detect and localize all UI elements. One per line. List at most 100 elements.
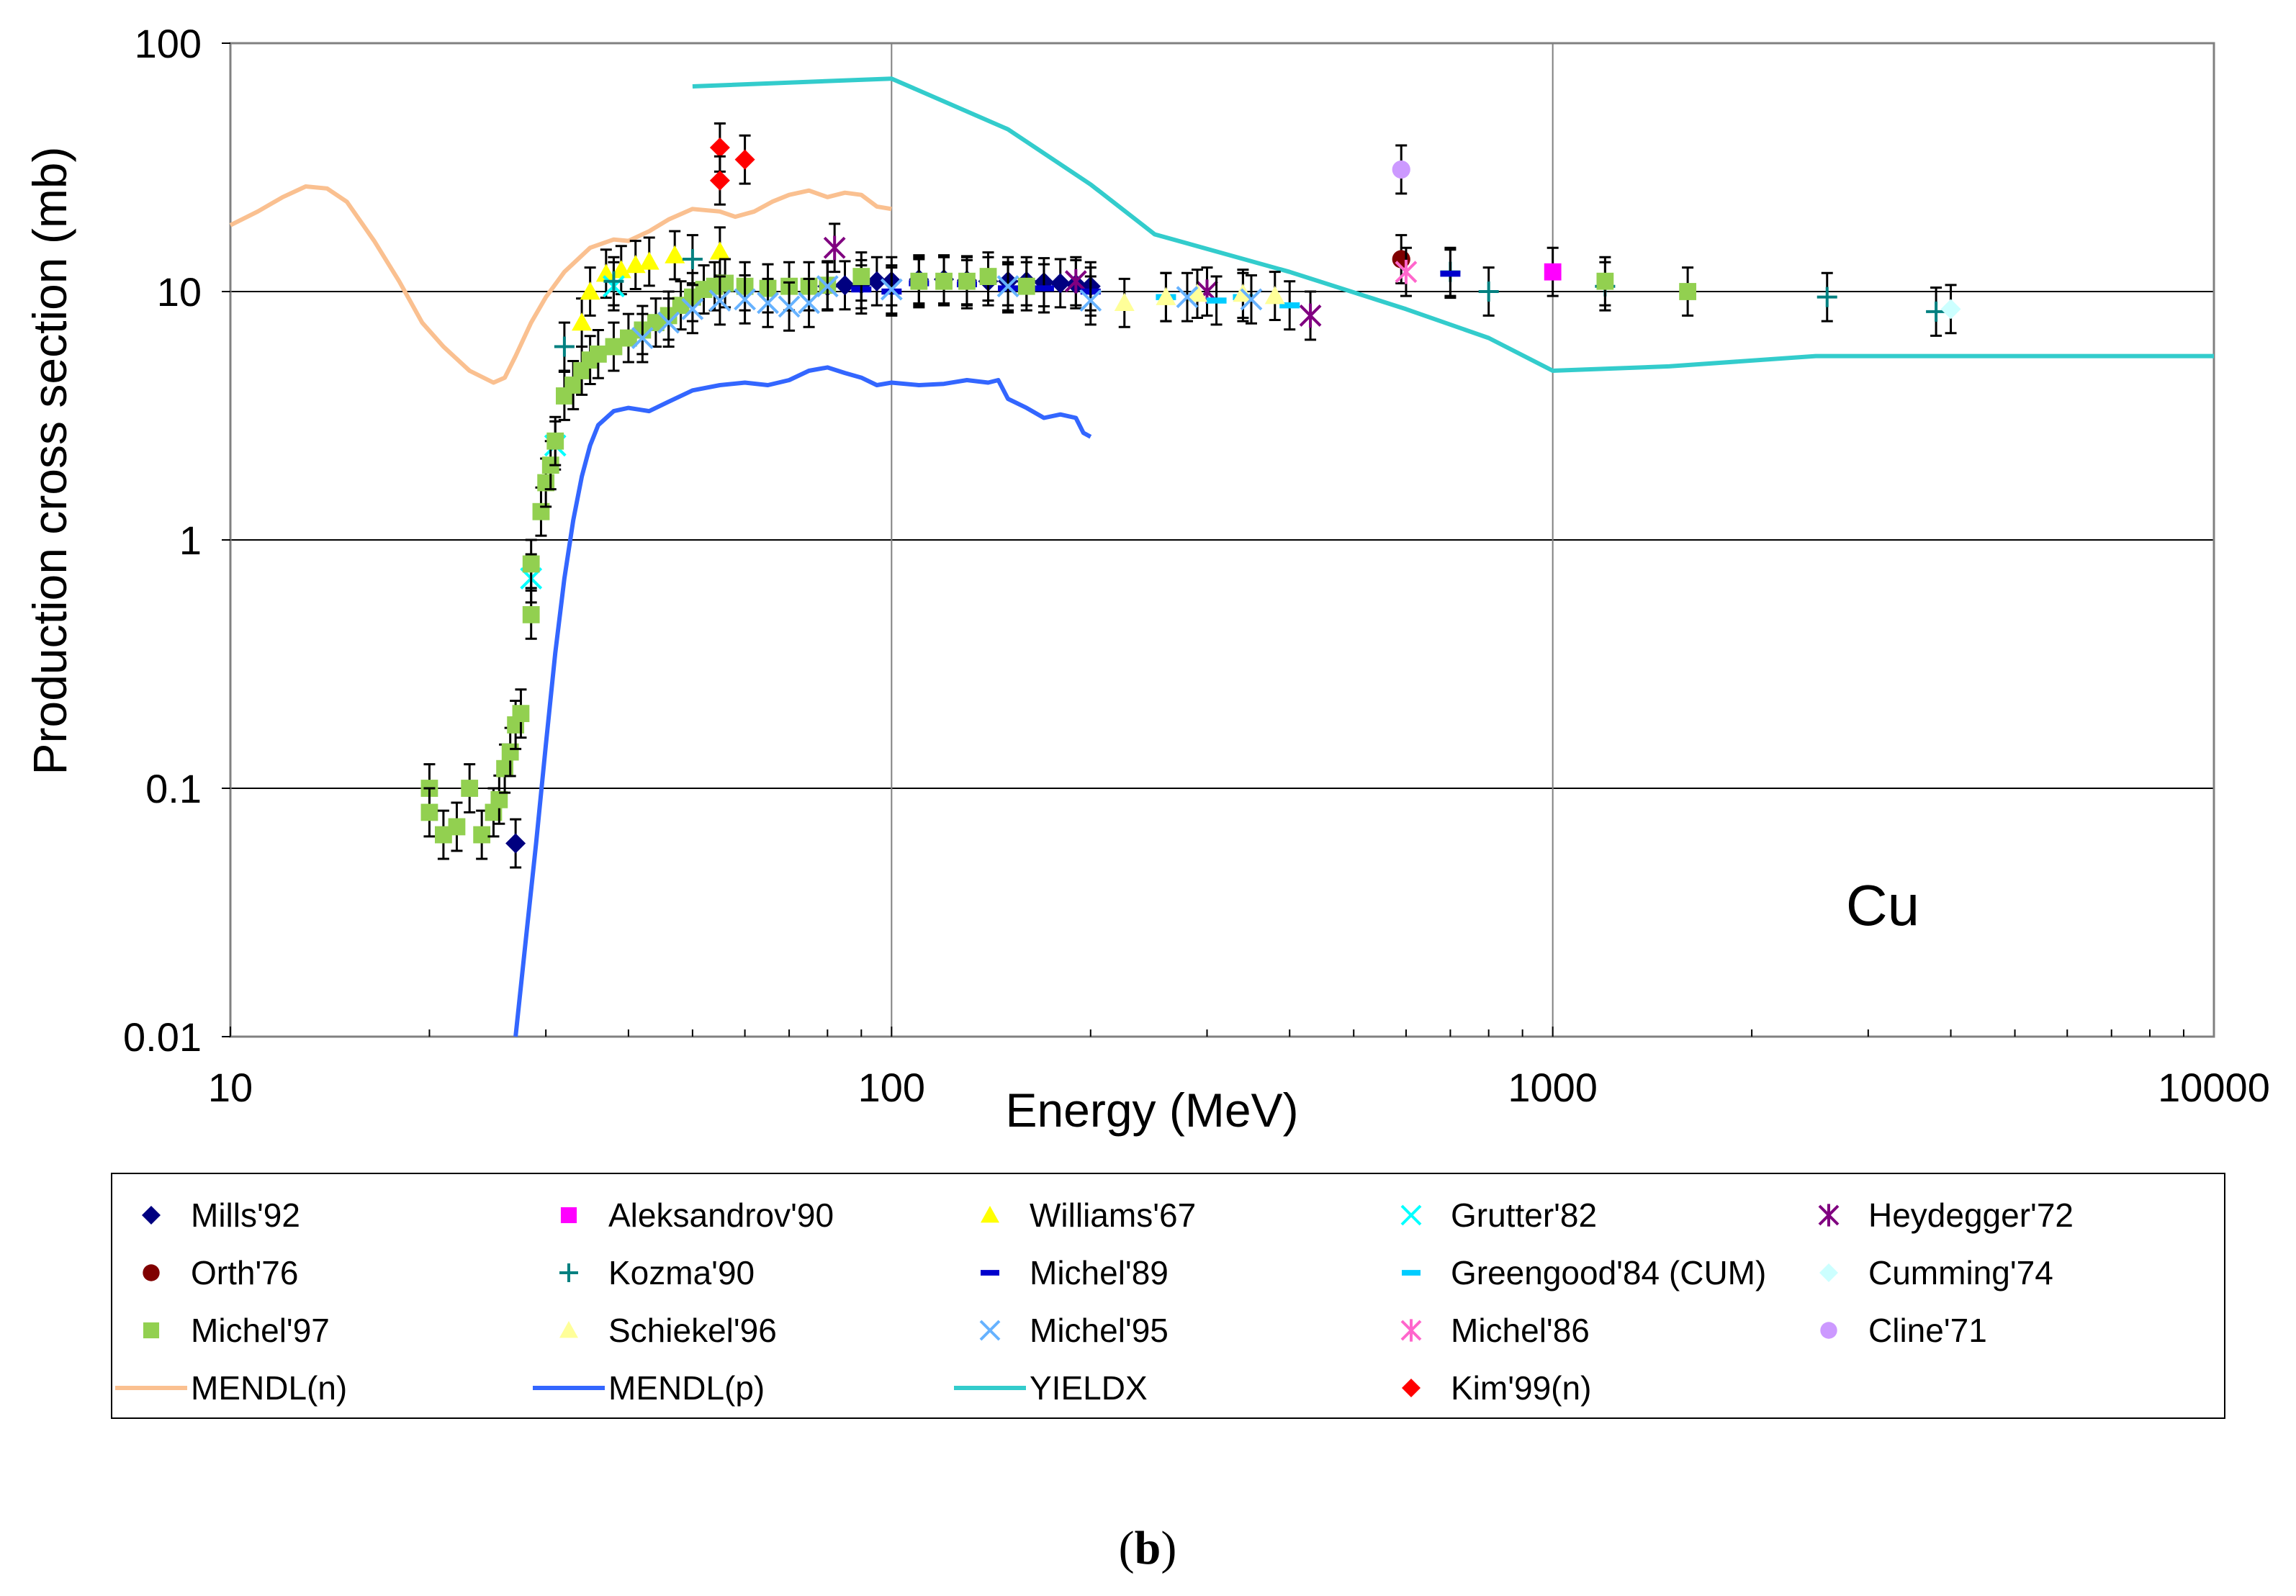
legend-label-michel-97: Michel'97 — [191, 1312, 330, 1349]
point-michel-95-13 — [1240, 288, 1263, 311]
point-michel-95-1 — [657, 311, 680, 334]
legend-swatch-mills-92 — [142, 1206, 161, 1225]
y-tick-label-2: 1 — [179, 518, 202, 563]
point-michel-97-44 — [1596, 272, 1614, 290]
element-annotation: Cu — [1846, 873, 1919, 937]
legend-label-kim-99-n: Kim'99(n) — [1451, 1369, 1591, 1407]
point-michel-89-7 — [1440, 271, 1461, 277]
point-kim-99-n-2 — [734, 149, 755, 170]
legend-swatch-schiekel-96 — [559, 1321, 578, 1338]
point-mills-92-4 — [866, 271, 887, 292]
point-michel-97-24 — [619, 329, 637, 347]
point-kim-99-n-1 — [709, 170, 730, 191]
curve-yieldx — [692, 76, 2214, 373]
legend-label-michel-89: Michel'89 — [1030, 1254, 1169, 1291]
point-michel-97-2 — [435, 826, 452, 844]
point-kozma-90-6 — [1816, 287, 1837, 307]
point-kozma-90-7 — [1926, 301, 1947, 322]
y-tick-label-4: 100 — [135, 21, 202, 66]
point-michel-95-10 — [996, 275, 1019, 298]
figure-caption: (b) — [1119, 1522, 1177, 1574]
legend-label-williams-67: Williams'67 — [1030, 1196, 1196, 1234]
point-michel-97-14 — [532, 502, 550, 520]
point-michel-95-5 — [757, 292, 779, 315]
point-michel-97-1 — [420, 803, 438, 821]
legend-swatch-grutter-82 — [1400, 1204, 1422, 1226]
point-michel-95-8 — [816, 275, 839, 298]
legend-swatch-kozma-90 — [559, 1263, 578, 1282]
legend-swatch-kim-99-n — [1402, 1379, 1421, 1397]
y-tick-label-1: 0.1 — [145, 766, 202, 811]
axis-ticks: 10 100 1000 10000 0.01 0.1 1 10 100 — [123, 21, 2270, 1110]
point-mills-92-13 — [1050, 273, 1071, 294]
point-michel-95-9 — [880, 278, 903, 301]
point-kim-99-n-0 — [709, 137, 730, 158]
point-williams-67-5 — [639, 251, 659, 270]
point-aleksandrov-90-0 — [1544, 263, 1562, 281]
point-heydegger-72-3 — [1299, 303, 1322, 328]
legend-box — [111, 1173, 2225, 1419]
point-kozma-90-4 — [1478, 281, 1499, 302]
point-michel-97-7 — [490, 790, 508, 808]
point-michel-97-19 — [564, 377, 582, 394]
point-michel-97-38 — [852, 268, 870, 285]
legend-label-mills-92: Mills'92 — [191, 1196, 300, 1234]
legend-label-michel-86: Michel'86 — [1451, 1312, 1590, 1349]
curve-mendl-p- — [513, 365, 1092, 1037]
y-axis-title: Production cross section (mb) — [23, 147, 76, 775]
point-michel-86-0 — [1395, 259, 1418, 284]
point-michel-97-13 — [522, 555, 540, 573]
point-kozma-90-2 — [682, 249, 703, 270]
point-schiekel-96-1 — [1156, 287, 1176, 305]
point-michel-95-0 — [631, 327, 654, 349]
point-michel-97-23 — [605, 338, 623, 356]
point-heydegger-72-0 — [823, 235, 846, 261]
legend-swatch-cline-71 — [1820, 1322, 1837, 1339]
point-heydegger-72-1 — [1064, 269, 1087, 294]
legend-label-heydegger-72: Heydegger'72 — [1868, 1196, 2074, 1234]
point-greengood-84-cum-1 — [1206, 297, 1227, 304]
point-michel-97-22 — [589, 345, 607, 363]
point-michel-97-45 — [1679, 283, 1697, 300]
legend-swatch-michel-95 — [979, 1320, 1001, 1341]
point-mills-92-0 — [505, 833, 526, 854]
legend-swatch-orth-76 — [143, 1264, 160, 1281]
point-michel-97-41 — [958, 272, 976, 290]
point-williams-67-1 — [580, 281, 600, 300]
point-michel-97-11 — [512, 705, 530, 723]
legend-swatch-michel-86 — [1400, 1319, 1422, 1342]
legend-swatch-michel-89 — [981, 1270, 999, 1276]
legend-swatch-aleksandrov-90 — [560, 1207, 577, 1224]
point-michel-97-17 — [546, 432, 564, 450]
x-tick-label-3: 10000 — [2158, 1065, 2270, 1110]
legend-swatch-heydegger-72 — [1818, 1204, 1840, 1227]
point-michel-97-3 — [448, 818, 466, 836]
legend-swatch-michel-97 — [143, 1322, 160, 1339]
point-michel-95-6 — [778, 295, 801, 318]
legend-label-mendl-p: MENDL(p) — [608, 1369, 765, 1407]
point-williams-67-0 — [572, 312, 593, 331]
legend-label-yieldx: YIELDX — [1030, 1369, 1148, 1407]
legend-label-mendl-n: MENDL(n) — [191, 1369, 347, 1407]
legend-label-cumming-74: Cumming'74 — [1868, 1254, 2053, 1291]
x-tick-label-0: 10 — [208, 1065, 253, 1110]
point-michel-97-9 — [501, 743, 519, 761]
point-michel-95-4 — [734, 288, 757, 311]
point-mills-92-2 — [834, 275, 855, 296]
point-greengood-84-cum-3 — [1279, 302, 1300, 309]
legend-label-greengood-84-cum: Greengood'84 (CUM) — [1451, 1254, 1766, 1291]
point-kozma-90-0 — [554, 336, 575, 357]
point-michel-97-5 — [473, 826, 491, 844]
caption-letter: b — [1135, 1522, 1161, 1574]
x-tick-label-1: 100 — [858, 1065, 925, 1110]
point-kozma-90-1 — [603, 271, 624, 292]
point-michel-97-4 — [461, 780, 479, 797]
model-curves — [229, 76, 2214, 1037]
point-williams-67-6 — [665, 245, 685, 263]
legend-swatch-williams-67 — [981, 1206, 999, 1223]
data-points — [420, 122, 1961, 869]
legend-label-kozma-90: Kozma'90 — [608, 1254, 755, 1291]
point-williams-67-3 — [611, 260, 631, 279]
point-michel-89-5 — [1033, 285, 1054, 292]
legend-label-cline-71: Cline'71 — [1868, 1312, 1987, 1349]
